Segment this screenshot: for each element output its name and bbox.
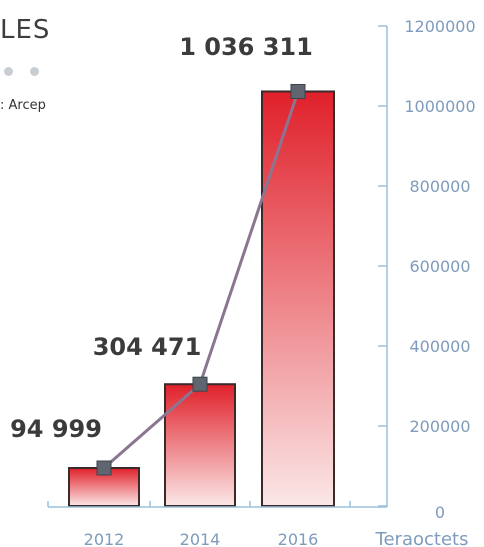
data-label-2016: 1 036 311 (179, 33, 313, 61)
y-tick-label: 400000 (409, 337, 470, 356)
y-tick-label: 1200000 (404, 17, 475, 36)
trend-marker-2016 (290, 83, 306, 99)
trend-marker-2014 (192, 376, 208, 392)
y-tick-label: 800000 (409, 177, 470, 196)
bar-2016 (261, 90, 335, 508)
pagination-dot (4, 67, 13, 76)
axis-layer: 0 200000 400000 600000 800000 1000000 1200000 2… (47, 17, 476, 547)
bar-2014 (164, 383, 236, 508)
line-layer (96, 83, 306, 476)
pagination-dots (4, 63, 56, 81)
y-tick-label: 200000 (409, 417, 470, 436)
y-axis-unit-label: Teraoctets (375, 529, 469, 547)
data-label-2012: 94 999 (10, 415, 102, 443)
pagination-dot (30, 67, 39, 76)
data-label-2014: 304 471 (93, 333, 202, 361)
y-tick-label: 0 (435, 503, 445, 522)
y-tick-label: 1000000 (404, 97, 475, 116)
labels-layer: 94 999 304 471 1 036 311 (10, 33, 313, 443)
x-tick-label: 2012 (84, 530, 125, 547)
x-tick-label: 2014 (180, 530, 221, 547)
chart-title-fragment: LES (0, 15, 51, 45)
bars-layer (68, 90, 335, 508)
source-note: : Arcep (0, 98, 46, 113)
x-tick-label: 2016 (278, 530, 319, 547)
y-tick-label: 600000 (409, 257, 470, 276)
trend-marker-2012 (96, 460, 112, 476)
